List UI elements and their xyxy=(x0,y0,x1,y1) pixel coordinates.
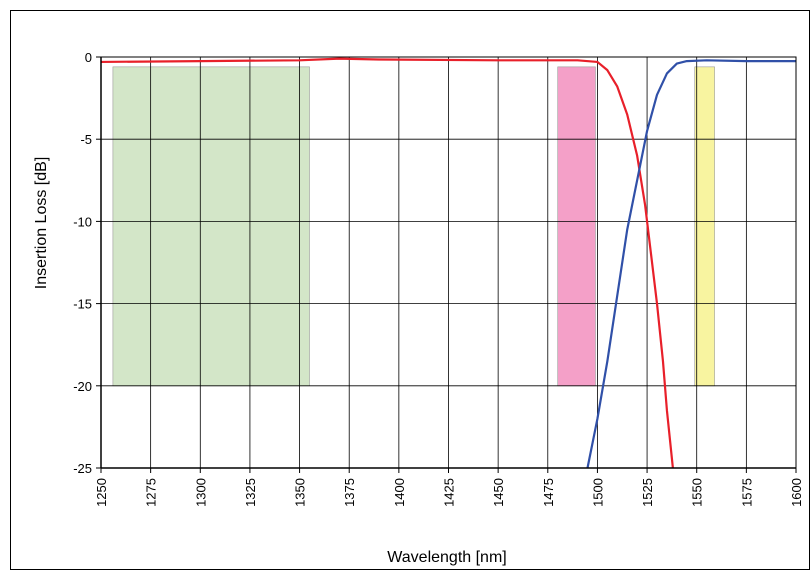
series-layer xyxy=(100,57,796,469)
x-tick-label-5: 1375 xyxy=(342,478,357,507)
series-line-1 xyxy=(586,59,796,469)
y-tick-label-5: -25 xyxy=(73,461,92,476)
y-tick-label-1: -5 xyxy=(80,132,92,147)
x-tick-label-14: 1600 xyxy=(789,478,804,507)
x-tick-label-2: 1300 xyxy=(193,478,208,507)
x-tick-label-11: 1525 xyxy=(640,478,655,507)
band-1 xyxy=(557,66,596,387)
x-tick-label-6: 1400 xyxy=(392,478,407,507)
x-tick-label-3: 1325 xyxy=(243,478,258,507)
x-axis-title: Wavelength [nm] xyxy=(387,549,506,566)
y-tick-label-4: -20 xyxy=(73,379,92,394)
x-tick-label-9: 1475 xyxy=(541,478,556,507)
x-tick-label-13: 1575 xyxy=(739,478,754,507)
y-tick-label-0: 0 xyxy=(85,50,92,65)
y-tick-label-2: -10 xyxy=(73,214,92,229)
band-2 xyxy=(694,66,715,387)
x-tick-label-4: 1350 xyxy=(293,478,308,507)
bands-layer xyxy=(112,66,715,387)
x-tick-label-7: 1425 xyxy=(442,478,457,507)
y-tick-label-3: -15 xyxy=(73,297,92,312)
axis-layer: 1250 1275 1300 1325 1350 1375 1400 1425 1450 1475… xyxy=(73,50,804,507)
x-tick-label-1: 1275 xyxy=(144,478,159,507)
x-tick-label-12: 1550 xyxy=(690,478,705,507)
chart-frame: 1250 1275 1300 1325 1350 1375 1400 1425 1450 1475… xyxy=(10,10,810,570)
x-tick-label-8: 1450 xyxy=(491,478,506,507)
grid-layer xyxy=(100,56,797,469)
x-tick-label-10: 1500 xyxy=(590,478,605,507)
x-tick-label-0: 1250 xyxy=(94,478,109,507)
insertion-loss-chart: 1250 1275 1300 1325 1350 1375 1400 1425 1450 1475… xyxy=(33,50,804,566)
y-axis-title: Insertion Loss [dB] xyxy=(33,157,50,290)
band-0 xyxy=(112,66,310,387)
series-line-0 xyxy=(100,57,674,469)
